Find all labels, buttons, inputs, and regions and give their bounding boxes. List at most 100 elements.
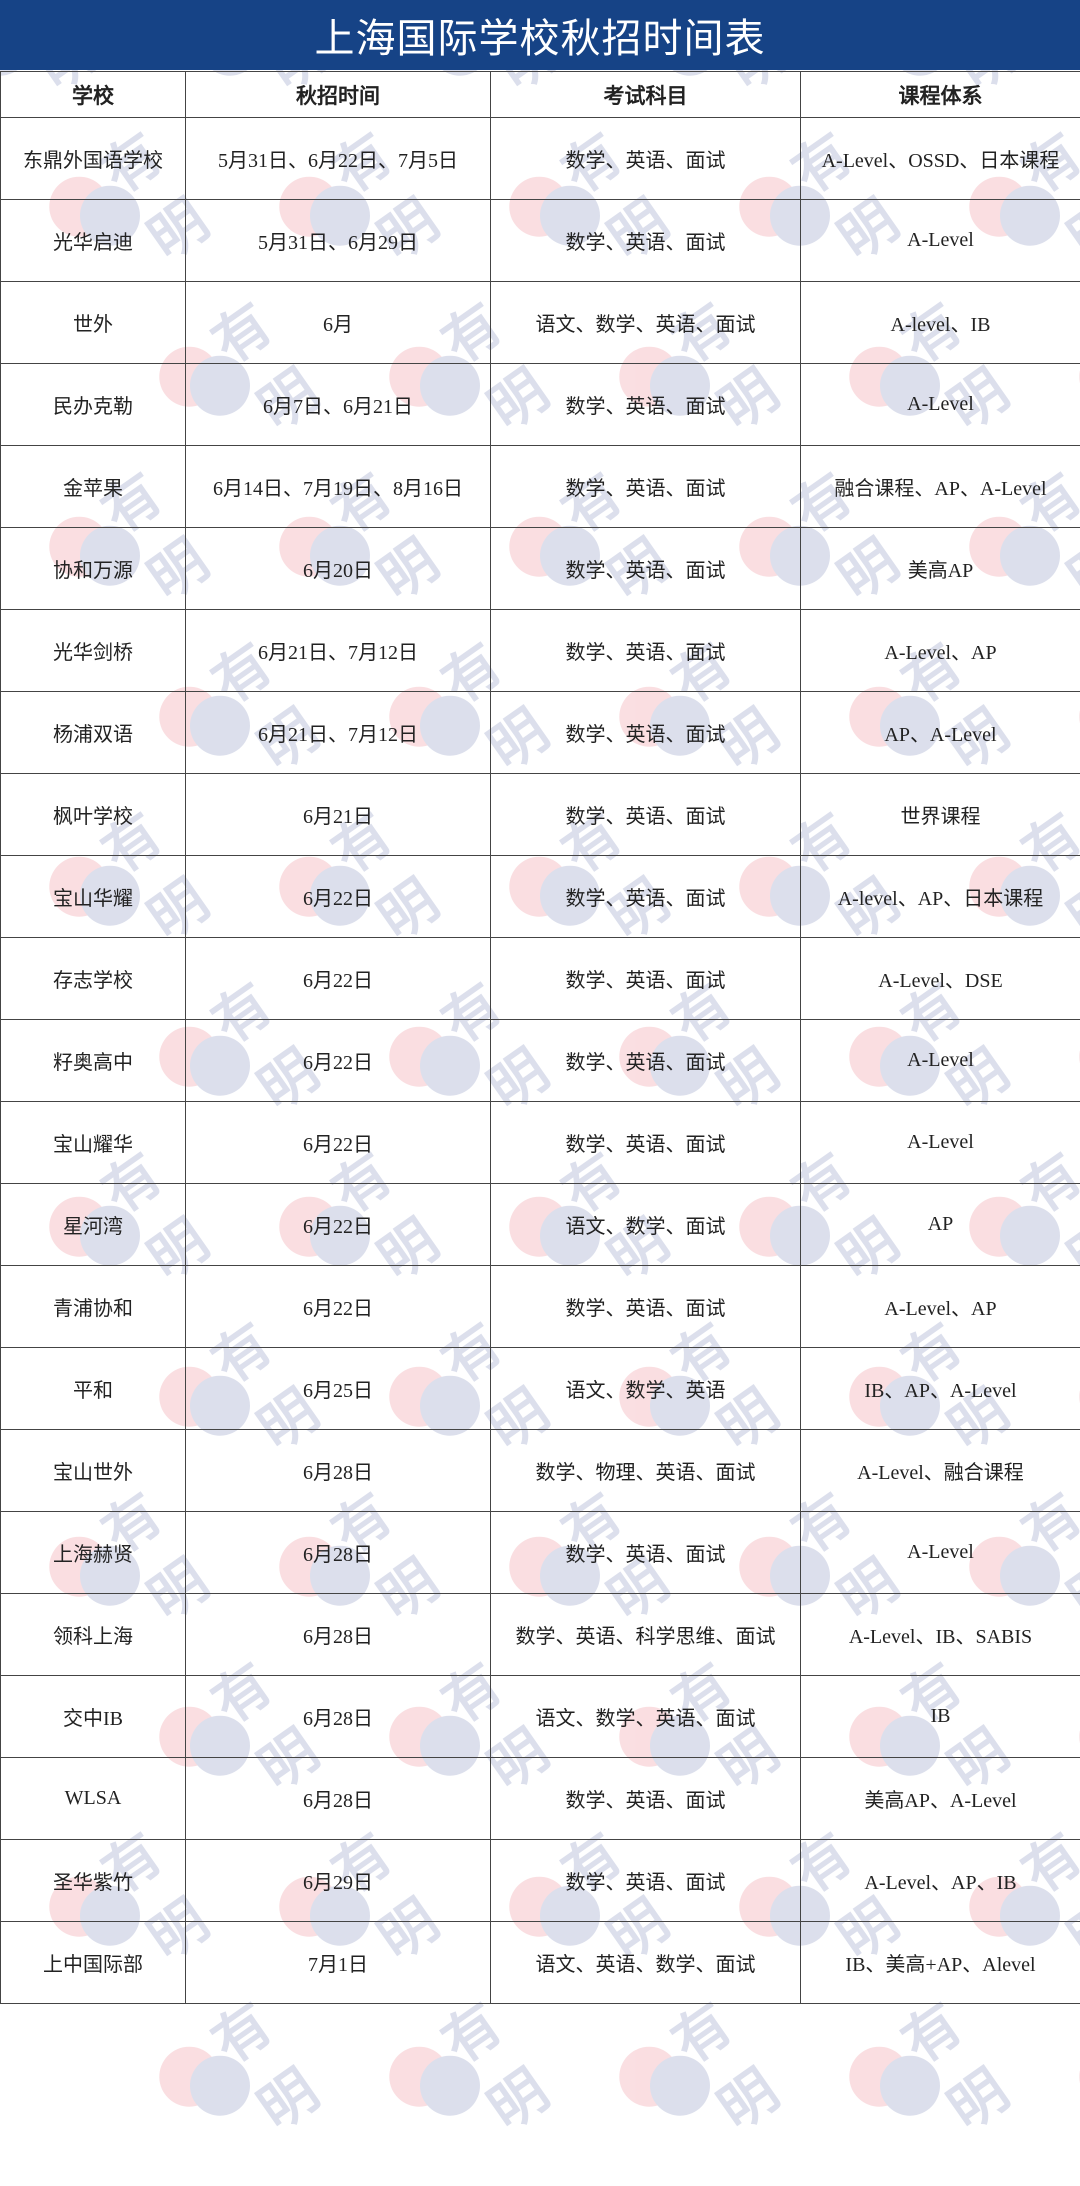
cell-curriculum: A-Level、融合课程 bbox=[801, 1430, 1080, 1512]
cell-subjects: 数学、英语、面试 bbox=[491, 446, 801, 528]
page-title: 上海国际学校秋招时间表 bbox=[0, 0, 1080, 70]
cell-curriculum: A-Level bbox=[801, 1512, 1080, 1594]
header-school: 学校 bbox=[1, 72, 186, 118]
cell-curriculum: A-Level bbox=[801, 1020, 1080, 1102]
cell-school: 光华启迪 bbox=[1, 200, 186, 282]
cell-curriculum: A-Level、DSE bbox=[801, 938, 1080, 1020]
table-header-row: 学校 秋招时间 考试科目 课程体系 bbox=[1, 72, 1080, 118]
cell-school: 金苹果 bbox=[1, 446, 186, 528]
cell-date: 6月 bbox=[186, 282, 491, 364]
cell-subjects: 语文、数学、英语、面试 bbox=[491, 282, 801, 364]
header-date: 秋招时间 bbox=[186, 72, 491, 118]
cell-school: 交中IB bbox=[1, 1676, 186, 1758]
cell-date: 5月31日、6月29日 bbox=[186, 200, 491, 282]
cell-school: WLSA bbox=[1, 1758, 186, 1840]
cell-school: 光华剑桥 bbox=[1, 610, 186, 692]
cell-subjects: 语文、英语、数学、面试 bbox=[491, 1922, 801, 2004]
cell-date: 7月1日 bbox=[186, 1922, 491, 2004]
cell-date: 6月28日 bbox=[186, 1430, 491, 1512]
cell-school: 协和万源 bbox=[1, 528, 186, 610]
cell-subjects: 语文、数学、英语 bbox=[491, 1348, 801, 1430]
cell-school: 宝山华耀 bbox=[1, 856, 186, 938]
cell-date: 6月22日 bbox=[186, 1102, 491, 1184]
cell-date: 6月20日 bbox=[186, 528, 491, 610]
cell-subjects: 语文、数学、英语、面试 bbox=[491, 1676, 801, 1758]
cell-curriculum: 美高AP、A-Level bbox=[801, 1758, 1080, 1840]
cell-subjects: 数学、英语、面试 bbox=[491, 1512, 801, 1594]
cell-subjects: 数学、英语、面试 bbox=[491, 1020, 801, 1102]
cell-subjects: 数学、英语、面试 bbox=[491, 200, 801, 282]
cell-subjects: 数学、英语、面试 bbox=[491, 1840, 801, 1922]
cell-curriculum: IB、AP、A-Level bbox=[801, 1348, 1080, 1430]
cell-date: 6月7日、6月21日 bbox=[186, 364, 491, 446]
cell-subjects: 数学、英语、面试 bbox=[491, 938, 801, 1020]
cell-subjects: 数学、英语、面试 bbox=[491, 364, 801, 446]
cell-date: 6月14日、7月19日、8月16日 bbox=[186, 446, 491, 528]
cell-subjects: 数学、英语、面试 bbox=[491, 774, 801, 856]
cell-curriculum: IB bbox=[801, 1676, 1080, 1758]
cell-curriculum: A-Level、AP、IB bbox=[801, 1840, 1080, 1922]
cell-date: 6月22日 bbox=[186, 856, 491, 938]
cell-school: 宝山耀华 bbox=[1, 1102, 186, 1184]
cell-curriculum: IB、美高+AP、Alevel bbox=[801, 1922, 1080, 2004]
cell-curriculum: AP bbox=[801, 1184, 1080, 1266]
cell-curriculum: 美高AP bbox=[801, 528, 1080, 610]
cell-date: 6月25日 bbox=[186, 1348, 491, 1430]
cell-curriculum: A-level、IB bbox=[801, 282, 1080, 364]
cell-school: 杨浦双语 bbox=[1, 692, 186, 774]
cell-school: 青浦协和 bbox=[1, 1266, 186, 1348]
cell-curriculum: A-Level、AP bbox=[801, 610, 1080, 692]
cell-school: 世外 bbox=[1, 282, 186, 364]
cell-date: 6月21日、7月12日 bbox=[186, 610, 491, 692]
cell-date: 6月22日 bbox=[186, 1020, 491, 1102]
cell-date: 6月28日 bbox=[186, 1594, 491, 1676]
cell-school: 圣华紫竹 bbox=[1, 1840, 186, 1922]
cell-date: 6月22日 bbox=[186, 1184, 491, 1266]
cell-subjects: 数学、英语、面试 bbox=[491, 1102, 801, 1184]
cell-school: 上中国际部 bbox=[1, 1922, 186, 2004]
cell-school: 平和 bbox=[1, 1348, 186, 1430]
cell-date: 6月22日 bbox=[186, 938, 491, 1020]
cell-date: 6月21日 bbox=[186, 774, 491, 856]
cell-school: 星河湾 bbox=[1, 1184, 186, 1266]
cell-school: 存志学校 bbox=[1, 938, 186, 1020]
cell-curriculum: AP、A-Level bbox=[801, 692, 1080, 774]
cell-curriculum: 融合课程、AP、A-Level bbox=[801, 446, 1080, 528]
cell-subjects: 数学、英语、面试 bbox=[491, 528, 801, 610]
cell-curriculum: A-Level、OSSD、日本课程 bbox=[801, 118, 1080, 200]
cell-subjects: 语文、数学、面试 bbox=[491, 1184, 801, 1266]
cell-curriculum: A-Level、IB、SABIS bbox=[801, 1594, 1080, 1676]
cell-date: 6月22日 bbox=[186, 1266, 491, 1348]
cell-curriculum: A-Level bbox=[801, 364, 1080, 446]
header-subjects: 考试科目 bbox=[491, 72, 801, 118]
cell-school: 领科上海 bbox=[1, 1594, 186, 1676]
cell-subjects: 数学、英语、面试 bbox=[491, 1758, 801, 1840]
cell-school: 东鼎外国语学校 bbox=[1, 118, 186, 200]
header-curriculum: 课程体系 bbox=[801, 72, 1080, 118]
cell-date: 6月21日、7月12日 bbox=[186, 692, 491, 774]
cell-subjects: 数学、英语、面试 bbox=[491, 610, 801, 692]
cell-date: 6月29日 bbox=[186, 1840, 491, 1922]
cell-school: 民办克勒 bbox=[1, 364, 186, 446]
